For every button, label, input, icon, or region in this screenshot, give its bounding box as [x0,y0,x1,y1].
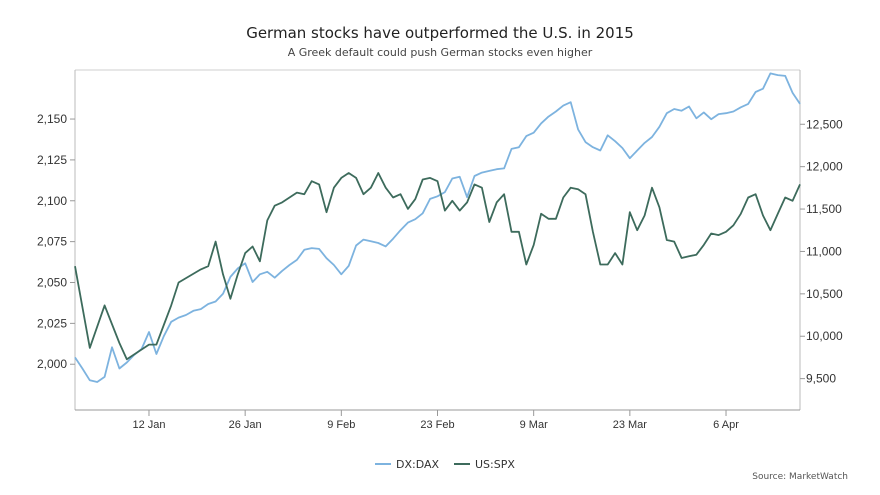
right-tick-label: 9,500 [806,372,836,386]
source-note: Source: MarketWatch [752,472,848,482]
x-tick-label: 6 Apr [713,419,739,431]
x-tick-label: 9 Feb [327,419,355,431]
chart-title: German stocks have outperformed the U.S.… [246,24,634,42]
left-axis: 2,000 2,025 2,050 2,075 2,100 2,125 2,150 [37,112,75,371]
left-tick-label: 2,025 [37,316,67,330]
right-tick-label: 10,000 [806,329,843,343]
x-tick-label: 23 Feb [420,419,454,431]
right-tick-label: 12,500 [806,117,843,131]
left-tick-label: 2,150 [37,112,67,126]
x-axis: 12 Jan 26 Jan 9 Feb 23 Feb 9 Mar 23 Mar 6 Apr [132,410,739,431]
series-line-us-spx [74,172,801,361]
right-tick-label: 12,000 [806,160,843,174]
left-tick-label: 2,100 [37,194,67,208]
x-tick-label: 26 Jan [229,419,262,431]
right-tick-label: 10,500 [806,287,843,301]
x-tick-label: 9 Mar [520,419,548,431]
left-tick-label: 2,075 [37,235,67,249]
left-tick-label: 2,000 [37,357,67,371]
right-tick-label: 11,500 [806,202,842,216]
left-tick-label: 2,050 [37,276,67,290]
legend-label-dx-dax: DX:DAX [396,458,440,471]
left-tick-label: 2,125 [37,153,67,167]
series-layer [74,72,801,383]
legend: DX:DAX US:SPX [375,458,515,471]
chart-subtitle: A Greek default could push German stocks… [288,46,593,59]
x-tick-label: 12 Jan [132,419,165,431]
right-axis: 9,500 10,000 10,500 11,000 11,500 12,000 12,50… [800,117,843,386]
x-tick-label: 23 Mar [613,419,648,431]
legend-label-us-spx: US:SPX [475,458,515,471]
series-line-dx-dax [74,72,801,383]
right-tick-label: 11,000 [806,244,842,258]
plot-frame [74,69,801,411]
